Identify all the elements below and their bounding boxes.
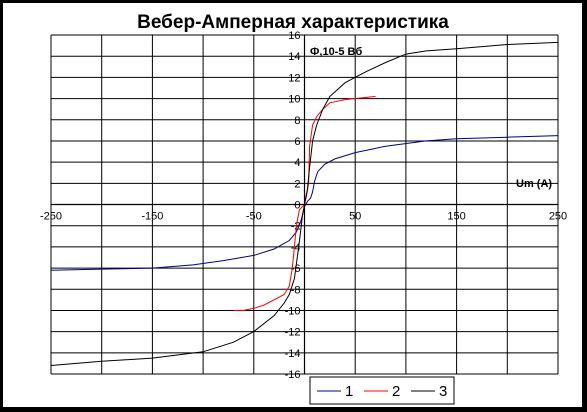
series-line-2	[233, 95, 376, 311]
x-tick-label: -250	[40, 211, 62, 223]
x-axis-label: Um (A)	[516, 178, 552, 190]
series-lines	[50, 41, 559, 366]
y-tick-label: -12	[285, 327, 301, 339]
x-tick-label: -150	[141, 211, 163, 223]
y-tick-label: -2	[291, 221, 301, 233]
legend-label-3: 3	[439, 383, 447, 400]
y-tick-label: -16	[285, 369, 301, 381]
y-axis-label: Ф,10-5 Вб	[310, 46, 362, 58]
y-tick-label: -14	[285, 348, 301, 360]
y-tick-label: -10	[285, 305, 301, 317]
x-tick-label: -50	[246, 211, 262, 223]
y-tick-label: 0	[294, 200, 300, 212]
y-tick-label: 2	[294, 178, 300, 190]
chart-svg: Вебер-Амперная характеристика 1614121086…	[40, 12, 567, 405]
series-line-3	[50, 41, 559, 366]
y-tick-label: 8	[294, 115, 300, 127]
y-tick-label: 4	[294, 157, 300, 169]
chart-title: Вебер-Амперная характеристика	[137, 12, 449, 33]
y-tick-label: 6	[294, 136, 300, 148]
y-tick-label: 16	[288, 30, 300, 42]
y-tick-label: -8	[291, 284, 301, 296]
legend-label-1: 1	[345, 383, 353, 400]
series-line-1	[50, 135, 559, 271]
x-tick-label: 250	[549, 211, 567, 223]
legend-label-2: 2	[392, 383, 400, 400]
y-tick-label: 12	[288, 72, 300, 84]
x-tick-label: 50	[349, 211, 361, 223]
legend: 1 2 3	[309, 376, 455, 405]
y-tick-label: -4	[291, 242, 301, 254]
y-tick-label: 10	[288, 94, 300, 106]
chart-frame: Вебер-Амперная характеристика 16 14 12 10 8 6…	[3, 3, 582, 407]
y-tick-label: 14	[288, 51, 300, 63]
x-tick-label: 150	[447, 211, 465, 223]
